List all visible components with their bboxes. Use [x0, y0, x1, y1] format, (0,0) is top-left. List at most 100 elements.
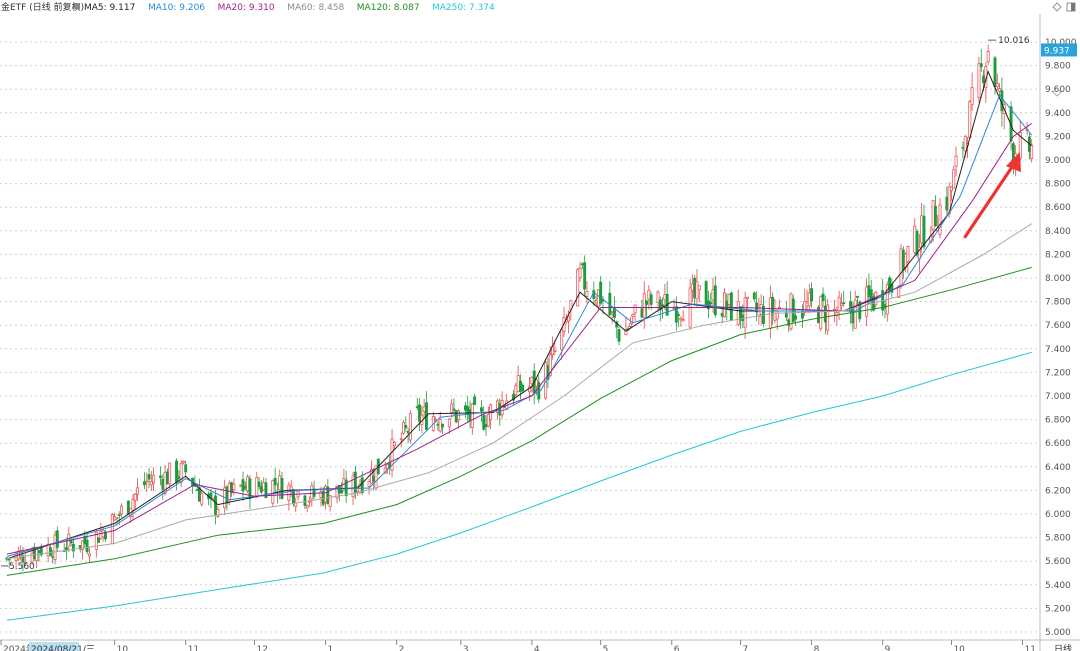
candle-up: [131, 498, 135, 511]
candle-up: [115, 517, 119, 520]
x-tick-label: 1: [328, 645, 334, 651]
last-price-label: 9.937: [1044, 46, 1070, 56]
diamond-icon[interactable]: [1052, 2, 1062, 12]
y-tick-label: 9.200: [1045, 132, 1071, 142]
y-tick-label: 9.000: [1045, 156, 1071, 166]
candle-up: [113, 516, 117, 521]
candle-up: [81, 540, 84, 551]
candle-up: [624, 329, 628, 336]
candle-up: [392, 442, 396, 446]
ma250-line: [6, 351, 1032, 621]
candle-down: [241, 479, 245, 492]
candle-up: [216, 508, 220, 517]
x-tick-label: 2024年: [3, 643, 35, 651]
candle-up: [656, 291, 660, 304]
ma-settings-icon[interactable]: [74, 3, 80, 9]
candle-up: [386, 463, 389, 469]
candle-down: [720, 313, 724, 317]
date-cursor-tag: [29, 642, 79, 651]
candle-down: [353, 471, 357, 494]
y-tick-label: 9.400: [1045, 109, 1071, 119]
legend-4: MA120: 8.087: [357, 3, 420, 13]
y-tick-label: 7.200: [1045, 368, 1071, 378]
x-tick-label: 6: [674, 645, 680, 651]
candle-up: [826, 304, 830, 331]
candle-down: [85, 539, 89, 553]
candle-up: [631, 314, 635, 317]
candle-up: [450, 403, 454, 413]
candle-down: [849, 300, 853, 313]
candle-down: [725, 300, 729, 310]
candle-down: [48, 547, 52, 556]
candle-up: [807, 292, 811, 307]
candle-down: [693, 277, 697, 299]
y-tick-label: 8.000: [1045, 274, 1071, 284]
y-tick-label: 6.800: [1045, 416, 1071, 426]
candle-up: [535, 379, 538, 387]
candle-up: [136, 487, 140, 495]
candle-down: [473, 396, 477, 405]
candle-up: [986, 51, 990, 62]
x-tick-label: 11: [188, 645, 199, 651]
y-tick-label: 8.800: [1045, 180, 1071, 190]
candle-up: [727, 294, 731, 305]
candle-up: [759, 303, 763, 315]
y-tick-label: 6.200: [1045, 486, 1071, 496]
candle-down: [617, 329, 621, 342]
candle-up: [697, 285, 701, 291]
candle-up: [778, 306, 781, 309]
candle-down: [661, 304, 665, 307]
legend-0: MA5: 9.117: [84, 3, 135, 13]
candle-up: [271, 480, 275, 504]
x-tick-label: 3: [463, 645, 469, 651]
date-cursor-label: 2024/08/21/三: [31, 645, 95, 651]
candle-up: [1030, 144, 1034, 159]
candle-up: [110, 514, 114, 544]
candle-up: [319, 491, 323, 498]
x-tick-label: 11: [1025, 645, 1036, 651]
candle-up: [30, 552, 34, 563]
candle-up: [711, 289, 715, 301]
y-tick-label: 9.600: [1045, 85, 1071, 95]
ma20-line: [6, 122, 1032, 555]
candle-up: [672, 307, 676, 310]
candle-up: [743, 297, 747, 328]
candle-down: [922, 215, 926, 248]
diamond-icon[interactable]: [1052, 87, 1062, 97]
candle-down: [175, 460, 178, 483]
candle-up: [402, 422, 405, 434]
candle-down: [340, 490, 344, 494]
candle-down: [856, 295, 859, 298]
candle-down: [55, 530, 59, 548]
candle-down: [867, 285, 871, 298]
candle-down: [406, 431, 410, 434]
candle-down: [982, 75, 986, 84]
candle-down: [677, 314, 681, 316]
candle-down: [709, 302, 713, 305]
y-tick-label: 5.800: [1045, 534, 1071, 544]
candle-up: [977, 63, 981, 98]
candle-down: [739, 306, 742, 321]
candle-up: [246, 476, 250, 492]
y-tick-label: 7.000: [1045, 392, 1071, 402]
candle-up: [434, 419, 438, 421]
ma120-line: [6, 266, 1032, 576]
candle-up: [422, 406, 426, 412]
candle-down: [117, 514, 121, 516]
candle-down: [264, 482, 268, 499]
candle-down: [97, 537, 101, 543]
candle-down: [248, 478, 252, 500]
y-tick-label: 5.600: [1045, 557, 1071, 567]
candle-up: [853, 299, 857, 329]
candle-down: [800, 311, 804, 319]
candle-down: [480, 407, 483, 412]
candle-up: [995, 83, 999, 87]
candle-up: [289, 486, 293, 491]
candle-down: [159, 475, 162, 478]
candle-up: [514, 385, 518, 395]
candle-up: [470, 403, 474, 428]
x-tick-label: 10: [953, 645, 965, 651]
candle-up: [179, 463, 183, 484]
